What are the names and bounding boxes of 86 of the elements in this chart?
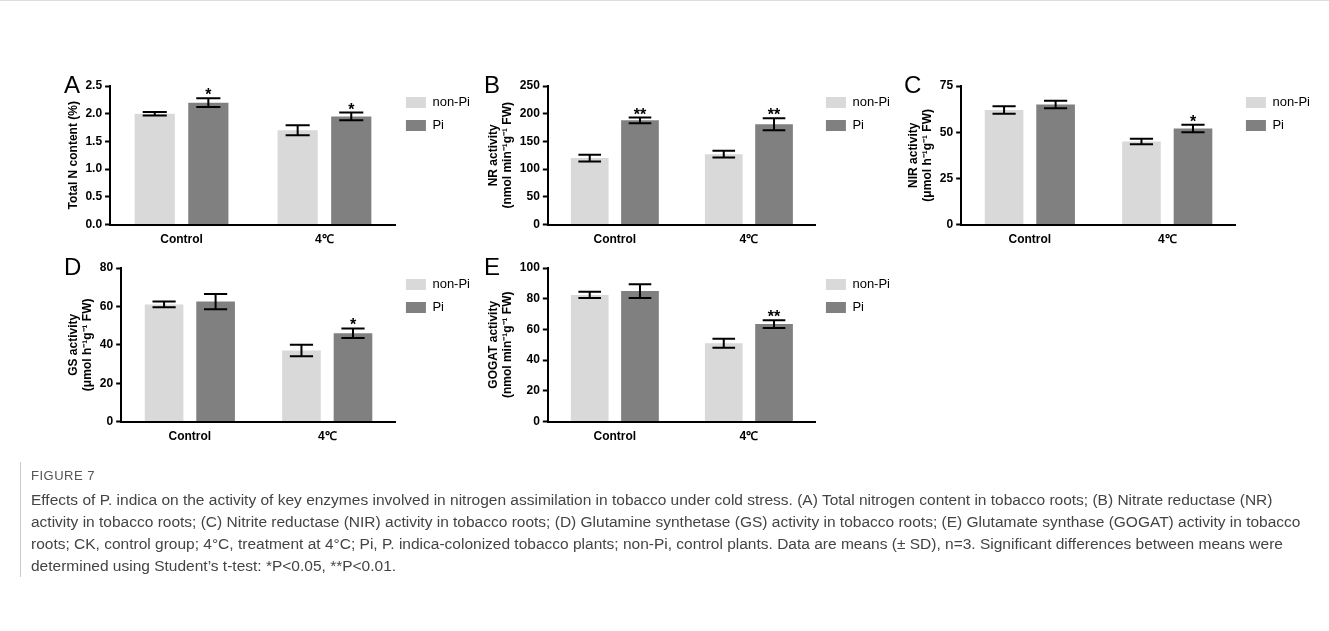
y-tick-label: 0 xyxy=(533,216,541,231)
legend-label: Pi xyxy=(852,299,865,315)
chart-title: A xyxy=(64,70,81,98)
bar xyxy=(1036,104,1075,225)
bar xyxy=(621,120,659,225)
x-tick-label: Control xyxy=(593,429,637,444)
y-tick-label: 40 xyxy=(99,337,114,352)
chart-title: D xyxy=(64,252,82,280)
data-label: * xyxy=(349,316,357,334)
y-axis-title: Total N content (%) xyxy=(65,101,80,210)
y-tick-label: 200 xyxy=(519,106,541,121)
bar xyxy=(755,124,793,225)
legend-label: non-Pi xyxy=(432,94,471,110)
y-tick-label: 2.5 xyxy=(85,78,103,93)
y-tick-label: 50 xyxy=(939,124,954,139)
y-tick-label: 0 xyxy=(533,413,541,428)
bar xyxy=(984,110,1024,225)
bar xyxy=(196,301,235,422)
legend-label: non-Pi xyxy=(1272,94,1311,110)
bar xyxy=(282,350,321,422)
data-label: ** xyxy=(767,308,782,326)
y-axis-title: GS activity (μmol h⁻¹g⁻¹ FW) xyxy=(65,298,94,392)
bar xyxy=(755,324,793,422)
y-tick-label: 80 xyxy=(99,260,114,275)
bar xyxy=(704,154,743,225)
bar xyxy=(621,291,659,422)
bar xyxy=(188,102,229,225)
bar xyxy=(277,130,318,225)
y-tick-label: 40 xyxy=(526,352,541,367)
bar xyxy=(144,304,184,422)
bar xyxy=(1122,141,1161,225)
bar xyxy=(333,333,373,422)
legend-label: Pi xyxy=(1272,117,1285,133)
bar xyxy=(570,158,609,225)
y-tick-label: 75 xyxy=(939,78,954,93)
legend-label: Pi xyxy=(852,117,865,133)
data-label: ** xyxy=(633,105,647,123)
text: FIGURE 7 xyxy=(31,468,96,483)
y-tick-label: 100 xyxy=(519,161,541,176)
y-tick-label: 250 xyxy=(519,78,541,93)
legend-label: Pi xyxy=(432,117,445,133)
y-tick-label: 1.0 xyxy=(85,161,103,176)
chart-title: C xyxy=(904,70,922,98)
data-label: ** xyxy=(767,106,782,124)
text: Effects of P. indica on the activity of key enzymes involved in nitrogen assimilation in tobacco under cold stress. (A) Total nitrogen content in tobacco roots; (B) Nitrate reductase (NR) activity in tobacco roots; (C) Nitrite reductase (NIR) activity in tobacco roots; (D) Glutamine synthetase (GS) activity in tobacco roots; (E) Glutamate synthase (GOGAT) activity in tobacco roots; CK, control group; 4°C, treatment at 4°C; Pi, P. indica-colonized tobacco plants; non-Pi, control plants. Data are means (± SD), n=3. Significant differences between means were determined using Student’s t-test: *P<0.05, **P<0.01. xyxy=(31,490,1302,576)
y-axis-title: NR activity (nmol min⁻¹g⁻¹ FW) xyxy=(485,101,514,209)
x-tick-label: Control xyxy=(160,232,203,247)
legend-label: non-Pi xyxy=(852,276,891,292)
y-tick-label: 0.5 xyxy=(85,189,103,204)
y-tick-label: 2.0 xyxy=(85,106,103,121)
data-label: * xyxy=(348,100,356,118)
y-tick-label: 20 xyxy=(99,375,114,390)
y-tick-label: 20 xyxy=(526,383,541,398)
x-tick-label: 4℃ xyxy=(1157,232,1177,247)
legend-label: non-Pi xyxy=(852,94,891,110)
x-tick-label: Control xyxy=(1008,232,1052,247)
y-tick-label: 100 xyxy=(519,260,541,275)
y-tick-label: 0.0 xyxy=(85,216,103,231)
chart-title: E xyxy=(484,252,501,280)
y-axis-title: GOGAT activity (nmol min⁻¹g⁻¹ FW) xyxy=(485,291,514,399)
y-tick-label: 25 xyxy=(939,170,954,185)
bar xyxy=(1173,128,1213,225)
y-tick-label: 0 xyxy=(946,216,954,231)
chart-title: B xyxy=(484,70,501,98)
legend-label: Pi xyxy=(432,299,445,315)
y-axis-title: NIR activity (μmol h⁻¹g⁻¹ FW) xyxy=(905,108,934,202)
bar xyxy=(331,116,372,225)
y-tick-label: 1.5 xyxy=(85,133,103,148)
y-tick-label: 150 xyxy=(519,133,541,148)
bar xyxy=(570,294,609,422)
bar xyxy=(134,113,175,225)
bar xyxy=(704,343,743,422)
x-tick-label: Control xyxy=(593,232,637,247)
y-tick-label: 60 xyxy=(526,321,541,336)
legend-label: non-Pi xyxy=(432,276,471,292)
y-tick-label: 60 xyxy=(99,298,114,313)
y-tick-label: 0 xyxy=(106,413,114,428)
y-tick-label: 80 xyxy=(526,291,541,306)
data-label: * xyxy=(1189,112,1197,130)
x-tick-label: 4℃ xyxy=(739,429,759,444)
x-tick-label: 4℃ xyxy=(739,232,759,247)
x-tick-label: Control xyxy=(168,429,212,444)
x-tick-label: 4℃ xyxy=(317,429,337,444)
y-tick-label: 50 xyxy=(526,189,541,204)
data-label: * xyxy=(205,86,213,104)
x-tick-label: 4℃ xyxy=(315,232,334,247)
